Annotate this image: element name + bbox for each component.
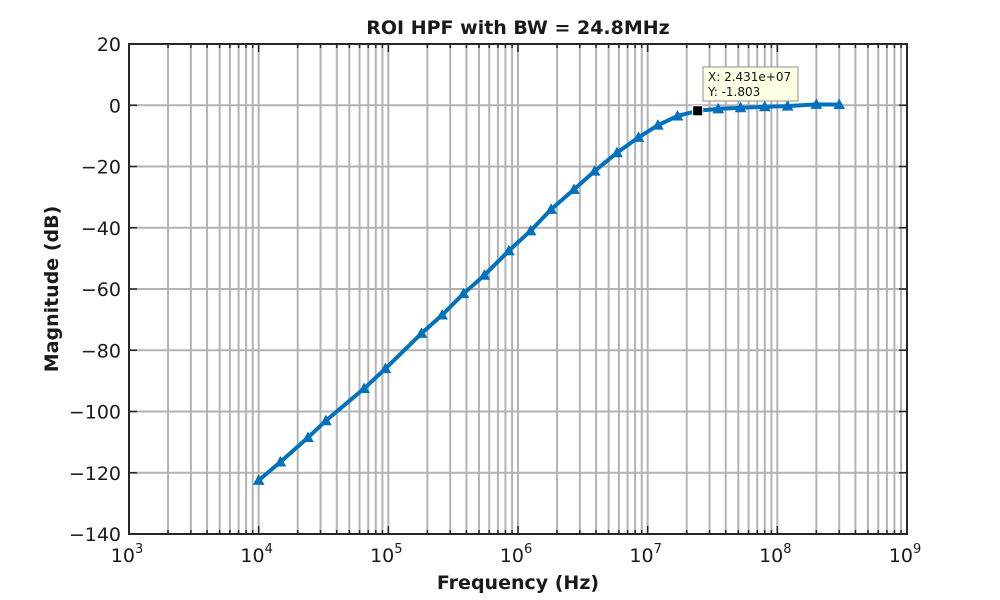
datatip-box [702,66,799,102]
data-point [379,362,392,374]
y-axis-label: Magnitude (dB) [41,206,63,373]
data-point [712,102,725,114]
x-tick-label: 106 [500,542,532,567]
data-point [810,98,823,109]
x-tick-label: 103 [111,542,143,567]
data-point [652,119,664,130]
x-tick-label: 109 [889,542,921,567]
data-point [524,224,537,236]
data-point [457,287,470,299]
data-point [545,203,557,214]
data-point [320,414,332,426]
data-point [833,98,846,110]
datatip[interactable]: X: 2.431e+07Y: -1.803 [692,66,799,117]
y-tick-label: 0 [109,95,121,117]
data-point [302,431,314,443]
x-tick-label: 105 [370,542,402,567]
chart-title: ROI HPF with BW = 24.8MHz [366,17,669,39]
data-point [502,244,515,256]
y-tick-label: −80 [81,340,121,362]
y-tick-label: −140 [69,524,121,546]
data-point [588,165,601,176]
y-tick-label: −40 [81,218,121,240]
data-point [671,109,684,121]
datatip-marker[interactable] [692,105,704,117]
data-point [781,100,794,111]
data-point [734,101,747,113]
y-tick-label: −60 [81,279,121,301]
data-point [415,327,428,338]
data-point [358,382,370,394]
data-point [274,456,287,467]
y-tick-label: −120 [69,463,121,485]
data-point [611,146,623,158]
x-axis-label: Frequency (Hz) [437,572,599,594]
x-tick-label: 104 [240,542,272,567]
y-tick-label: 20 [97,34,121,56]
y-tick-label: −100 [69,402,121,424]
x-tick-label: 108 [759,542,791,567]
data-point [568,183,580,194]
data-point [436,309,448,320]
grid-layer [129,44,907,534]
datatip-x-text: X: 2.431e+07 [708,70,791,84]
data-point [758,100,771,112]
datatip-y-text: Y: -1.803 [707,85,760,99]
series-layer [252,98,846,485]
data-point [478,269,491,280]
data-point [252,474,265,485]
data-point [632,131,645,142]
series-line [257,102,840,482]
tick-layer: 103 104 105 106 107 108 109 20 0 −20 −40 −60 −80 −100… [69,34,921,567]
x-tick-label: 107 [629,542,661,567]
y-tick-label: −20 [81,157,121,179]
